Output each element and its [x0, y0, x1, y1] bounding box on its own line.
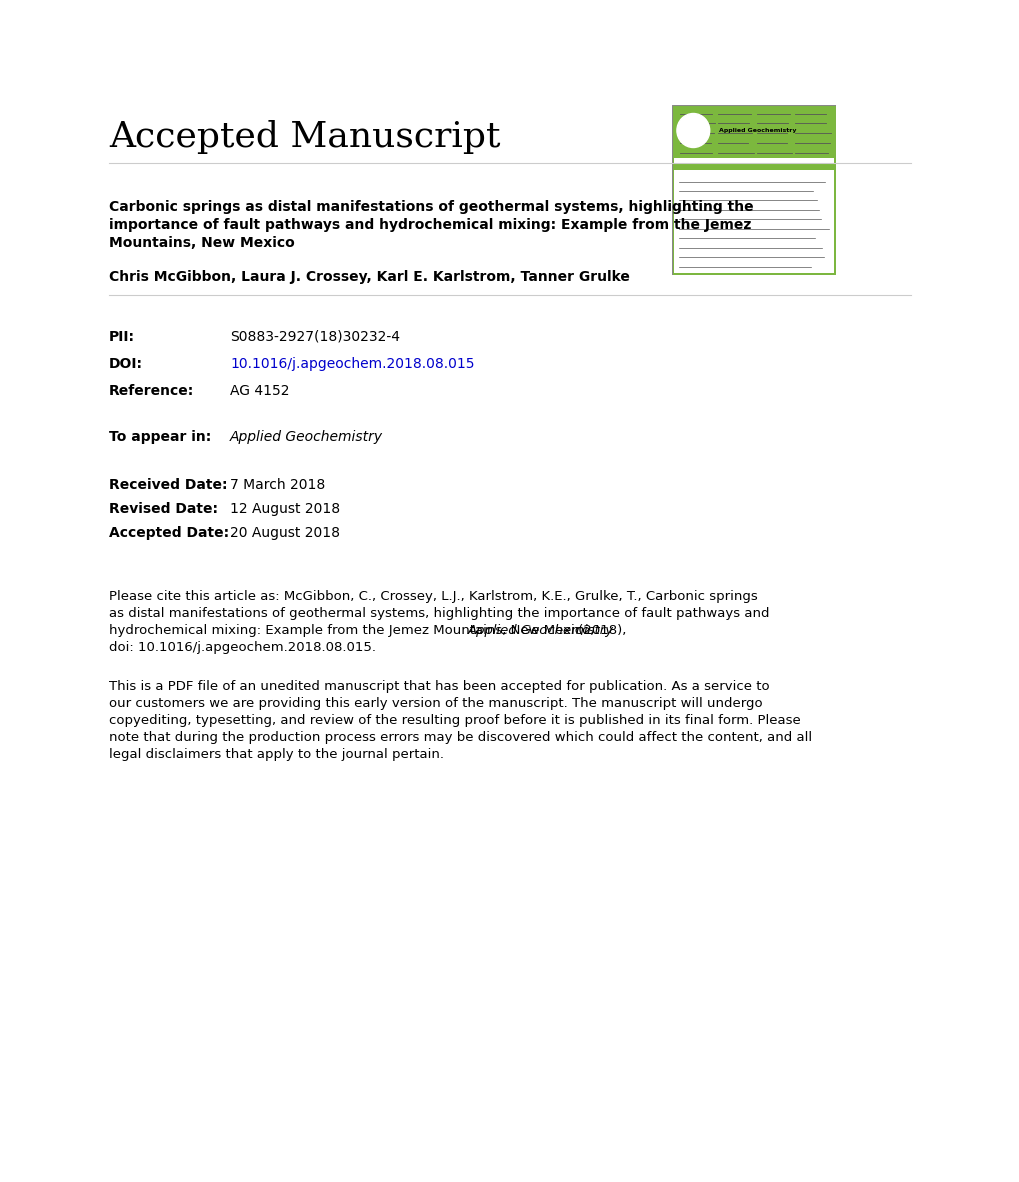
FancyBboxPatch shape [673, 157, 834, 273]
Text: PII:: PII: [109, 330, 135, 344]
Text: To appear in:: To appear in: [109, 430, 211, 444]
Text: Mountains, New Mexico: Mountains, New Mexico [109, 236, 294, 251]
Text: legal disclaimers that apply to the journal pertain.: legal disclaimers that apply to the jour… [109, 748, 443, 761]
Text: Received Date:: Received Date: [109, 478, 227, 492]
Text: DOI:: DOI: [109, 357, 143, 371]
Text: Please cite this article as: McGibbon, C., Crossey, L.J., Karlstrom, K.E., Grulk: Please cite this article as: McGibbon, C… [109, 590, 757, 603]
FancyBboxPatch shape [673, 163, 834, 169]
Text: copyediting, typesetting, and review of the resulting proof before it is publish: copyediting, typesetting, and review of … [109, 714, 800, 727]
Text: 20 August 2018: 20 August 2018 [229, 526, 339, 540]
Text: importance of fault pathways and hydrochemical mixing: Example from the Jemez: importance of fault pathways and hydroch… [109, 217, 751, 232]
Text: hydrochemical mixing: Example from the Jemez Mountains, New Mexico,: hydrochemical mixing: Example from the J… [109, 624, 598, 637]
Text: as distal manifestations of geothermal systems, highlighting the importance of f: as distal manifestations of geothermal s… [109, 608, 768, 621]
Text: Reference:: Reference: [109, 384, 194, 398]
Text: Carbonic springs as distal manifestations of geothermal systems, highlighting th: Carbonic springs as distal manifestation… [109, 200, 753, 214]
Text: (2018),: (2018), [573, 624, 626, 637]
Circle shape [677, 113, 709, 148]
Text: our customers we are providing this early version of the manuscript. The manuscr: our customers we are providing this earl… [109, 697, 762, 710]
Text: Applied Geochemistry: Applied Geochemistry [468, 624, 613, 637]
Text: Applied Geochemistry: Applied Geochemistry [717, 128, 795, 134]
Text: doi: 10.1016/j.apgeochem.2018.08.015.: doi: 10.1016/j.apgeochem.2018.08.015. [109, 641, 376, 654]
Text: 10.1016/j.apgeochem.2018.08.015: 10.1016/j.apgeochem.2018.08.015 [229, 357, 474, 371]
Text: Applied Geochemistry: Applied Geochemistry [229, 430, 383, 444]
FancyBboxPatch shape [672, 105, 836, 275]
Text: Accepted Manuscript: Accepted Manuscript [109, 121, 500, 154]
Text: note that during the production process errors may be discovered which could aff: note that during the production process … [109, 730, 811, 743]
Text: AG 4152: AG 4152 [229, 384, 289, 398]
Text: Chris McGibbon, Laura J. Crossey, Karl E. Karlstrom, Tanner Grulke: Chris McGibbon, Laura J. Crossey, Karl E… [109, 269, 630, 284]
Text: Revised Date:: Revised Date: [109, 502, 218, 517]
Text: 12 August 2018: 12 August 2018 [229, 502, 339, 517]
Text: 7 March 2018: 7 March 2018 [229, 478, 325, 492]
Text: Accepted Date:: Accepted Date: [109, 526, 229, 540]
Text: This is a PDF file of an unedited manuscript that has been accepted for publicat: This is a PDF file of an unedited manusc… [109, 680, 769, 693]
FancyBboxPatch shape [673, 106, 834, 156]
Text: S0883-2927(18)30232-4: S0883-2927(18)30232-4 [229, 330, 399, 344]
